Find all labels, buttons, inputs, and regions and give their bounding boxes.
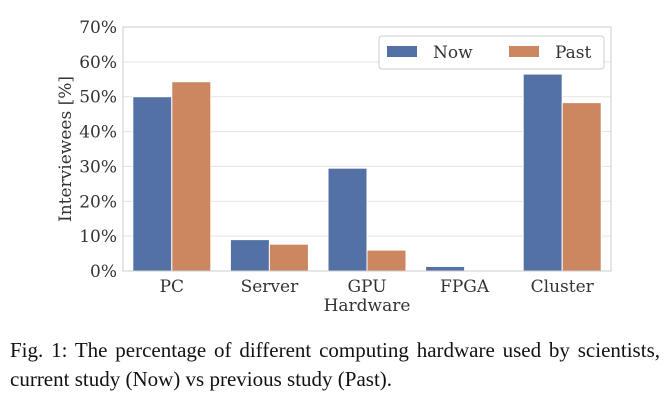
bar-past-gpu xyxy=(366,249,407,272)
bars xyxy=(132,73,602,272)
y-tick-label: 20% xyxy=(79,192,117,212)
legend-swatch-now xyxy=(387,46,417,57)
bar-now-fpga xyxy=(425,265,466,272)
y-tick-label: 30% xyxy=(79,157,117,177)
x-tick-label: GPU xyxy=(347,277,386,297)
x-axis-ticks: PC Server GPU FPGA Cluster xyxy=(160,277,595,297)
bar-past-server xyxy=(268,243,309,272)
x-tick-label: Server xyxy=(241,277,299,297)
x-tick-label: PC xyxy=(160,277,184,297)
bar-past-cluster xyxy=(561,102,602,272)
bar-now-server xyxy=(229,239,270,272)
x-axis-label: Hardware xyxy=(324,296,411,316)
legend-label: Now xyxy=(433,43,473,63)
x-tick-label: Cluster xyxy=(531,277,595,297)
x-tick-label: FPGA xyxy=(440,277,490,297)
y-axis-label: Interviewees [%] xyxy=(56,76,76,222)
legend-label: Past xyxy=(555,43,592,63)
figure-caption: Fig. 1: The percentage of different comp… xyxy=(10,338,660,391)
legend-box xyxy=(378,35,605,70)
legend: Now Past xyxy=(378,35,605,70)
y-tick-label: 40% xyxy=(79,123,117,143)
y-tick-label: 60% xyxy=(79,53,117,73)
legend-swatch-past xyxy=(509,46,539,57)
bar-now-pc xyxy=(132,96,173,272)
y-axis-ticks: 0% 10% 20% 30% 40% 50% 60% 70% xyxy=(79,18,117,282)
plot-frame xyxy=(122,26,612,272)
y-tick-label: 10% xyxy=(79,227,117,247)
bar-past-pc xyxy=(171,81,212,272)
y-tick-label: 70% xyxy=(79,18,117,38)
bar-now-gpu xyxy=(327,167,368,272)
y-tick-label: 50% xyxy=(79,88,117,108)
y-tick-label: 0% xyxy=(90,262,117,282)
bar-now-cluster xyxy=(522,73,563,272)
